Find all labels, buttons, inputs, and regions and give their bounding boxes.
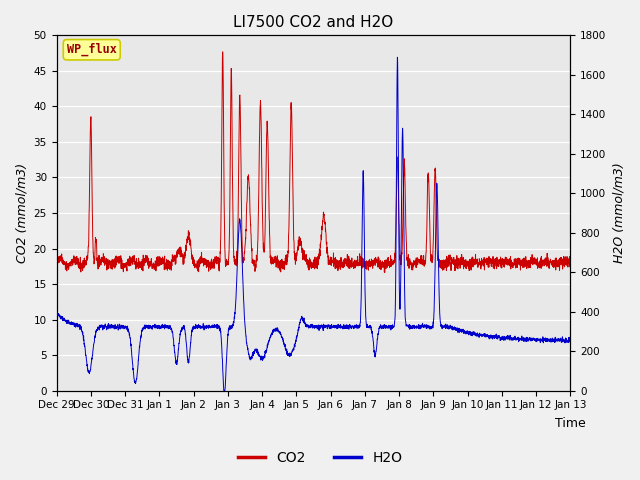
Text: WP_flux: WP_flux <box>67 43 116 57</box>
X-axis label: Time: Time <box>555 417 586 431</box>
Y-axis label: H2O (mmol/m3): H2O (mmol/m3) <box>612 163 625 264</box>
Y-axis label: CO2 (mmol/m3): CO2 (mmol/m3) <box>15 163 28 263</box>
Title: LI7500 CO2 and H2O: LI7500 CO2 and H2O <box>234 15 394 30</box>
Legend: CO2, H2O: CO2, H2O <box>232 445 408 471</box>
